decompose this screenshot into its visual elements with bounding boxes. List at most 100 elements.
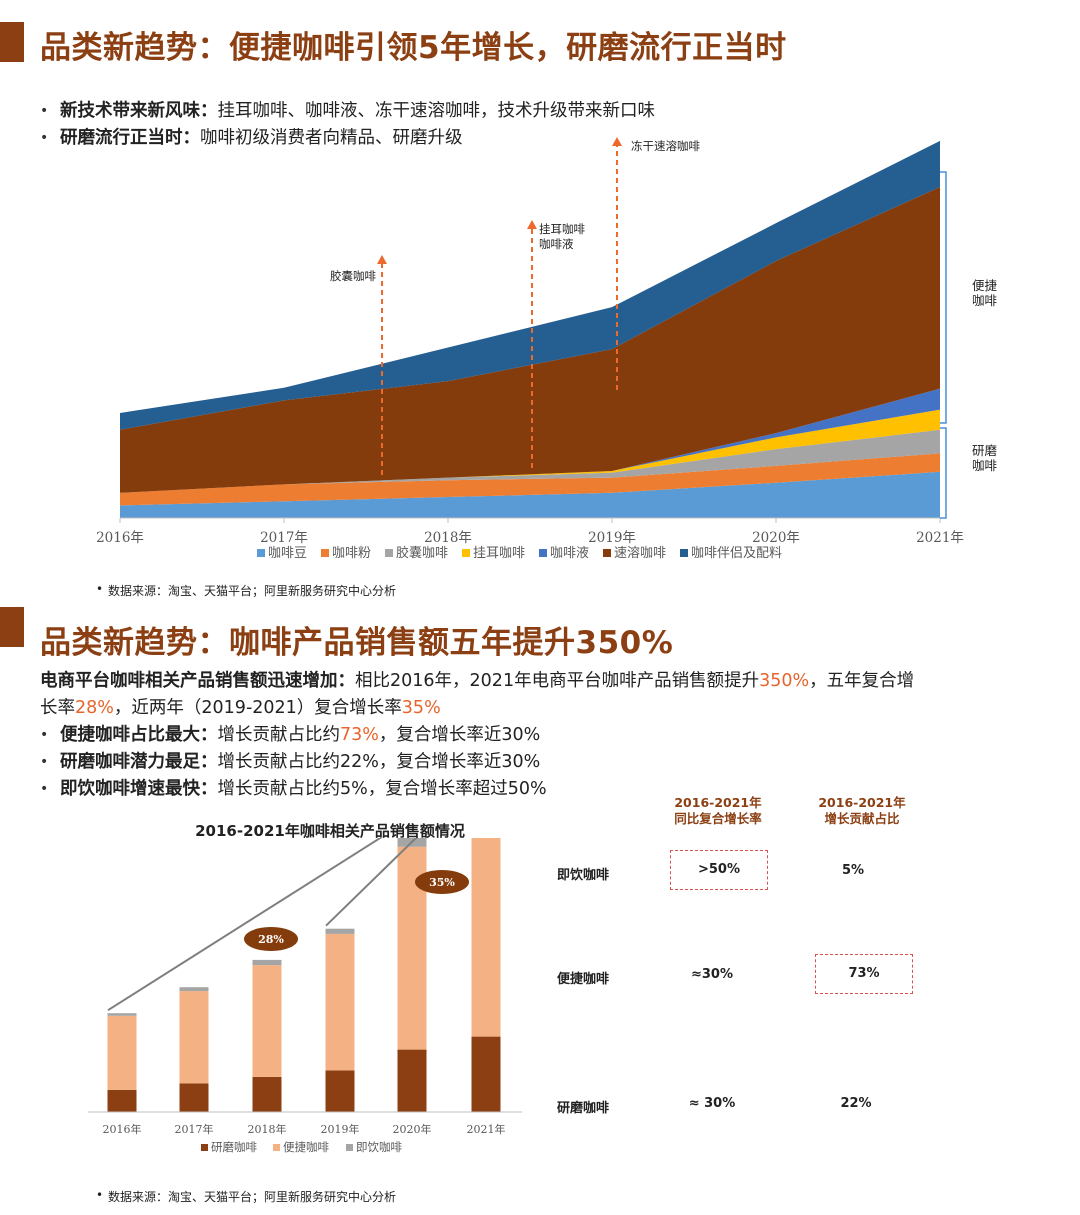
bar-segment <box>179 991 209 1084</box>
legend-swatch <box>257 549 265 557</box>
bar-segment <box>471 838 501 1037</box>
launch-label: 咖啡液 <box>539 237 574 251</box>
trend-line <box>107 838 383 1012</box>
bracket-label: 咖啡 <box>972 458 998 473</box>
bullet-item: 新技术带来新风味：挂耳咖啡、咖啡液、冻干速溶咖啡，技术升级带来新口味 <box>40 98 655 125</box>
x-tick-label: 2016年 <box>96 530 144 546</box>
bar-segment <box>252 959 282 966</box>
area-series <box>120 140 940 430</box>
bullet-text: 增长贡献占比约 <box>217 725 341 745</box>
launch-arrowhead <box>527 220 537 229</box>
bullet-item: 研磨流行正当时：咖啡初级消费者向精品、研磨升级 <box>40 125 655 152</box>
bar-segment <box>179 1083 209 1112</box>
x-tick-label: 2018年 <box>424 530 472 546</box>
section2-source: • 数据来源：淘宝、天猫平台；阿里新服务研究中心分析 <box>96 1188 397 1204</box>
legend-label: 便捷咖啡 <box>283 1140 329 1154</box>
summary-text: ，近两年（2019-2021）复合增长率 <box>113 698 402 718</box>
bracket <box>940 171 947 424</box>
table-cell-growth: ≈30% <box>690 967 733 982</box>
legend-label: 速溶咖啡 <box>614 546 666 561</box>
x-tick-label: 2020年 <box>752 530 800 546</box>
bar-chart-title: 2016-2021年咖啡相关产品销售额情况 <box>195 822 465 840</box>
bar-segment <box>471 1036 501 1112</box>
bracket <box>940 427 947 519</box>
legend-swatch <box>385 549 393 557</box>
area-chart: 2016年 2017年 2018年 2019年 2020年 2021年胶囊咖啡挂耳咖啡咖啡… <box>96 137 998 561</box>
table-cell-contrib: 73% <box>815 954 913 994</box>
summary-bold: 电商平台咖啡相关产品销售额迅速增加： <box>40 671 355 691</box>
bar-segment <box>107 1013 137 1016</box>
x-tick-label: 2021年 <box>467 1122 506 1136</box>
legend-label: 研磨咖啡 <box>211 1140 257 1154</box>
area-series <box>120 187 940 493</box>
legend-label: 咖啡液 <box>550 546 589 561</box>
section1-accent-bar <box>0 22 24 62</box>
bar-segment <box>179 987 209 992</box>
table-row-label: 研磨咖啡 <box>557 1101 610 1116</box>
table-cell-contrib: 22% <box>840 1096 872 1111</box>
section1-bullets: 新技术带来新风味：挂耳咖啡、咖啡液、冻干速溶咖啡，技术升级带来新口味 研磨流行正… <box>40 98 655 152</box>
bullet-item: 便捷咖啡占比最大：增长贡献占比约73%，复合增长率近30% <box>40 722 547 749</box>
section2-summary: 电商平台咖啡相关产品销售额迅速增加：相比2016年，2021年电商平台咖啡产品销… <box>40 668 920 722</box>
legend-label: 即饮咖啡 <box>356 1140 402 1154</box>
legend-swatch <box>539 549 547 557</box>
legend-label: 咖啡伴侣及配料 <box>691 546 782 561</box>
table-head-growth: 2016-2021年 同比复合增长率 <box>674 795 762 826</box>
legend-label: 咖啡豆 <box>268 546 307 561</box>
bracket-label: 咖啡 <box>972 293 998 308</box>
bar-chart: 2016年 2017年 2018年 2019年 2020年 2021年 28% 35% 研磨咖啡… <box>88 838 522 1154</box>
table-cell-contrib: 5% <box>841 863 865 878</box>
summary-highlight: 28% <box>75 698 114 718</box>
summary-text: 相比2016年，2021年电商平台咖啡产品销售额提升 <box>355 671 760 691</box>
x-tick-label: 2017年 <box>260 530 308 546</box>
legend-swatch <box>462 549 470 557</box>
section2-title: 品类新趋势：咖啡产品销售额五年提升350% <box>40 625 674 661</box>
section2-bullets: 便捷咖啡占比最大：增长贡献占比约73%，复合增长率近30% 研磨咖啡潜力最足：增… <box>40 722 547 803</box>
table-cell-growth: >50% <box>670 850 768 890</box>
source-text: 数据来源：淘宝、天猫平台；阿里新服务研究中心分析 <box>108 584 397 598</box>
bar-segment <box>252 965 282 1077</box>
legend-label: 挂耳咖啡 <box>473 546 525 561</box>
bar-segment <box>107 1015 137 1090</box>
legend-swatch <box>321 549 329 557</box>
legend-swatch <box>346 1144 353 1151</box>
table-row-label: 便捷咖啡 <box>557 972 610 987</box>
summary-highlight: 350% <box>759 671 810 691</box>
bullet-bold: 研磨流行正当时： <box>60 128 200 148</box>
bullet-highlight: 73% <box>340 725 379 745</box>
bar-segment <box>325 928 355 934</box>
bullet-text: 咖啡初级消费者向精品、研磨升级 <box>200 128 463 148</box>
bullet-item: 研磨咖啡潜力最足：增长贡献占比约22%，复合增长率近30% <box>40 749 547 776</box>
bar-segment <box>397 1049 427 1112</box>
bullet-item: 即饮咖啡增速最快：增长贡献占比约5%，复合增长率超过50% <box>40 776 547 803</box>
bullet-bold: 新技术带来新风味： <box>60 101 218 121</box>
launch-label: 挂耳咖啡 <box>539 222 585 236</box>
launch-label: 冻干速溶咖啡 <box>631 139 700 153</box>
bullet-text: 挂耳咖啡、咖啡液、冻干速溶咖啡，技术升级带来新口味 <box>217 101 656 121</box>
x-tick-label: 2020年 <box>393 1122 432 1136</box>
legend-label: 咖啡粉 <box>332 546 371 561</box>
table-head-contrib: 2016-2021年 增长贡献占比 <box>818 795 906 826</box>
legend-label: 胶囊咖啡 <box>396 545 448 561</box>
summary-text: ，五年复合增长率 <box>40 671 915 718</box>
section1-source: • 数据来源：淘宝、天猫平台；阿里新服务研究中心分析 <box>96 582 397 598</box>
cagr-label: 35% <box>429 876 455 889</box>
area-series <box>120 453 940 506</box>
table-row-label: 即饮咖啡 <box>557 868 610 883</box>
x-tick-label: 2019年 <box>321 1122 360 1136</box>
bracket-label: 便捷 <box>972 278 998 293</box>
bullet-bold: 即饮咖啡增速最快： <box>60 779 218 799</box>
bar-segment <box>325 1070 355 1112</box>
bullet-text: 增长贡献占比约5%，复合增长率超过50% <box>217 779 547 799</box>
table-cell-growth: ≈ 30% <box>688 1096 736 1111</box>
trend-line <box>325 838 418 927</box>
cagr-badge <box>244 927 298 951</box>
x-tick-label: 2016年 <box>103 1122 142 1136</box>
legend-swatch <box>273 1144 280 1151</box>
launch-arrowhead <box>377 255 387 264</box>
bullet-bold: 便捷咖啡占比最大： <box>60 725 218 745</box>
launch-arrowhead <box>612 137 622 146</box>
source-text: 数据来源：淘宝、天猫平台；阿里新服务研究中心分析 <box>108 1190 397 1204</box>
legend-swatch <box>603 549 611 557</box>
launch-label: 胶囊咖啡 <box>330 269 376 283</box>
